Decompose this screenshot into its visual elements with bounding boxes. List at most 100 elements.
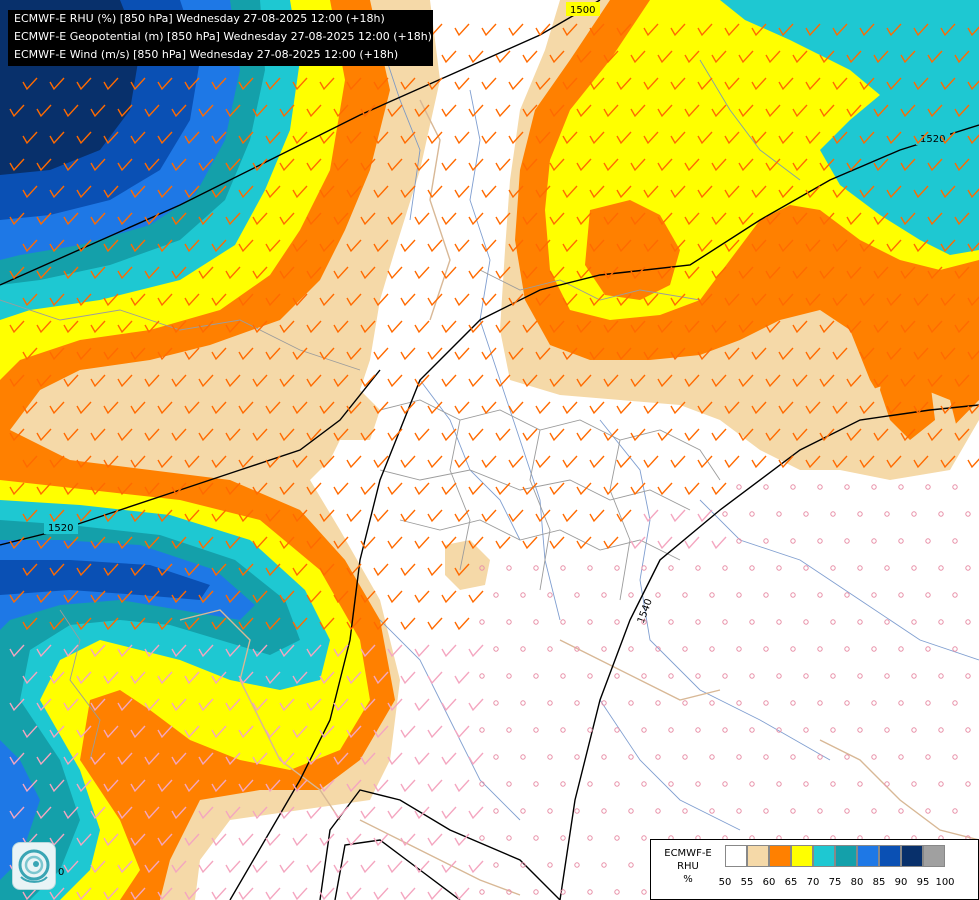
calm-wind-symbol (601, 700, 607, 706)
calm-wind-symbol (695, 619, 701, 625)
wind-barb (697, 23, 713, 37)
wind-barb (846, 320, 862, 334)
wind-barb (913, 293, 929, 307)
wind-barb (22, 401, 38, 415)
wind-barb (130, 131, 146, 145)
wind-barb (144, 212, 160, 226)
wind-barb (778, 77, 794, 91)
wind-barb (400, 293, 416, 307)
wind-barb (468, 860, 484, 874)
calm-wind-symbol (479, 727, 485, 733)
wind-barb (36, 590, 52, 604)
calm-wind-symbol (817, 646, 823, 652)
wind-barb (387, 752, 403, 766)
wind-barb (603, 428, 619, 442)
wind-barb (130, 77, 146, 91)
wind-barb (9, 482, 25, 496)
contour-1540 (559, 404, 979, 900)
wind-barb (252, 806, 268, 820)
wind-barb (103, 509, 119, 523)
wind-barb (144, 374, 160, 388)
wind-barb (441, 428, 457, 442)
legend-swatch (747, 845, 769, 867)
wind-barb (400, 185, 416, 199)
wind-barb (103, 887, 119, 900)
wind-barb (171, 212, 187, 226)
wind-barb (36, 104, 52, 118)
wind-barb (900, 212, 916, 226)
wind-barb (76, 779, 92, 793)
wind-barb (211, 779, 227, 793)
wind-barb (360, 860, 376, 874)
wind-barb (805, 401, 821, 415)
coast-line (359, 819, 521, 896)
wind-barb (913, 131, 929, 145)
wind-barb (549, 428, 565, 442)
calm-wind-symbol (844, 484, 850, 490)
wind-barb (414, 374, 430, 388)
wind-barb (360, 752, 376, 766)
calm-wind-symbol (911, 727, 917, 733)
calm-wind-symbol (790, 808, 796, 814)
wind-barb (279, 806, 295, 820)
wind-barb (157, 779, 173, 793)
wind-barb (873, 428, 889, 442)
wind-barb (886, 347, 902, 361)
calm-wind-symbol (736, 646, 742, 652)
wind-barb (319, 617, 335, 631)
wind-barb (684, 428, 700, 442)
wind-barb (346, 131, 362, 145)
wind-barb (198, 536, 214, 550)
calm-wind-symbol (655, 754, 661, 760)
calm-wind-symbol (790, 700, 796, 706)
wind-barb (616, 185, 632, 199)
wind-barb (819, 374, 835, 388)
wind-barb (684, 482, 700, 496)
coast-line (819, 739, 979, 841)
wind-barb (279, 590, 295, 604)
wind-barb (63, 806, 79, 820)
wind-barb (22, 887, 38, 900)
wind-barb (643, 131, 659, 145)
wind-barb (144, 428, 160, 442)
wind-barb (508, 23, 524, 37)
wind-barb (414, 158, 430, 172)
calm-wind-symbol (803, 673, 809, 679)
wind-barb (157, 509, 173, 523)
logo-swirl-icon (18, 849, 50, 883)
wind-barb (130, 401, 146, 415)
calm-wind-symbol (506, 673, 512, 679)
wind-barb (535, 401, 551, 415)
wind-barb (387, 266, 403, 280)
wind-barb (468, 50, 484, 64)
calm-wind-symbol (641, 565, 647, 571)
calm-wind-symbol (533, 619, 539, 625)
wind-barb (589, 77, 605, 91)
calm-wind-symbol (857, 619, 863, 625)
wind-barb (238, 293, 254, 307)
wind-barb (927, 50, 943, 64)
wind-barb (927, 158, 943, 172)
wind-barb (238, 671, 254, 685)
wind-barb (873, 104, 889, 118)
calm-wind-symbol (884, 781, 890, 787)
wind-barb (373, 185, 389, 199)
wind-barb (387, 428, 403, 442)
wind-barb (144, 698, 160, 712)
wind-barb (441, 752, 457, 766)
wind-barb (873, 212, 889, 226)
wind-barb (306, 266, 322, 280)
calm-wind-symbol (695, 673, 701, 679)
wind-barb (873, 50, 889, 64)
wind-barb (846, 428, 862, 442)
wind-barb (279, 158, 295, 172)
wind-barb (252, 482, 268, 496)
wind-barb (63, 644, 79, 658)
wind-barb (657, 104, 673, 118)
wind-barb (225, 806, 241, 820)
wind-barb (90, 266, 106, 280)
calm-wind-symbol (560, 727, 566, 733)
wind-barb (76, 455, 92, 469)
wind-barb (265, 455, 281, 469)
wind-barb (225, 698, 241, 712)
